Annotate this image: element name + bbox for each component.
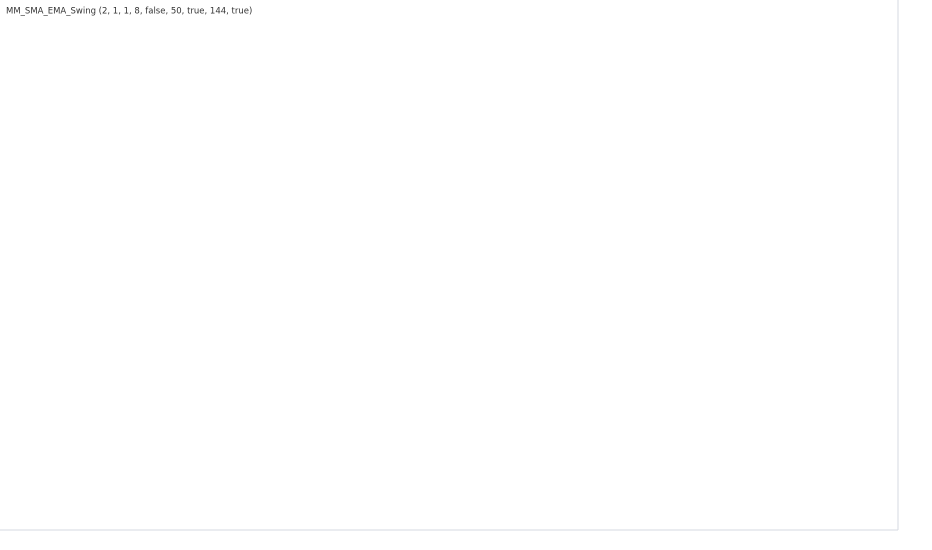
indicator-title: MM_SMA_EMA_Swing (2, 1, 1, 8, false, 50,… <box>6 7 252 17</box>
